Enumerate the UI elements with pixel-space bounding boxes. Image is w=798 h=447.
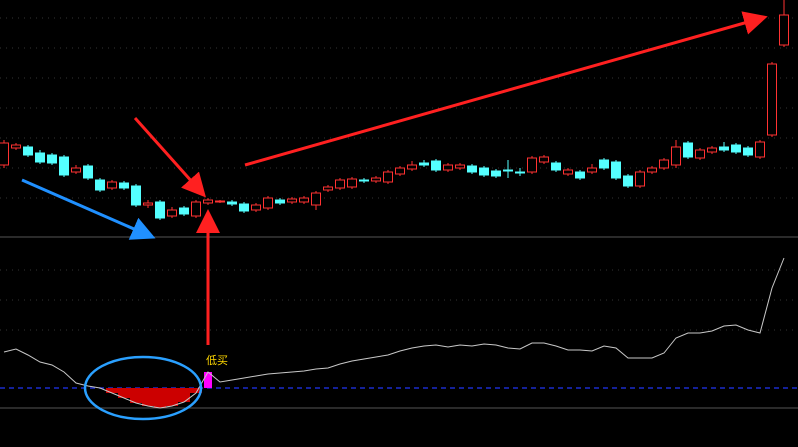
arrow bbox=[133, 117, 206, 198]
candle-body bbox=[743, 147, 753, 156]
candle-body bbox=[563, 169, 573, 175]
candle-body bbox=[0, 142, 9, 166]
candle-body bbox=[287, 198, 297, 203]
candle-body bbox=[491, 170, 501, 177]
candle-body bbox=[227, 201, 237, 205]
candle-body bbox=[635, 171, 645, 187]
negative-bar bbox=[142, 388, 154, 406]
candle-body bbox=[371, 177, 381, 182]
candle-body bbox=[71, 167, 81, 173]
candle-body bbox=[275, 199, 285, 204]
highlight-ellipse bbox=[83, 355, 203, 421]
candle-body bbox=[551, 162, 561, 171]
arrow bbox=[21, 178, 156, 240]
candle-body bbox=[263, 197, 273, 209]
candle-body bbox=[503, 169, 513, 172]
negative-bar bbox=[118, 388, 130, 398]
candle-body bbox=[455, 164, 465, 169]
negative-bar bbox=[190, 388, 202, 393]
candle-body bbox=[215, 200, 225, 203]
candle-body bbox=[659, 159, 669, 169]
candle-body bbox=[755, 141, 765, 158]
candle-body bbox=[707, 147, 717, 153]
candle-body bbox=[407, 164, 417, 170]
candle-body bbox=[131, 185, 141, 206]
candle-body bbox=[515, 171, 525, 174]
candle-body bbox=[671, 146, 681, 166]
candle-body bbox=[527, 157, 537, 173]
candle-body bbox=[767, 63, 777, 136]
candle-body bbox=[335, 179, 345, 189]
negative-bar bbox=[130, 388, 142, 403]
candle-body bbox=[443, 164, 453, 171]
candle-body bbox=[23, 146, 33, 156]
candle-body bbox=[143, 202, 153, 206]
candle-body bbox=[311, 192, 321, 206]
candle-body bbox=[167, 209, 177, 217]
candle-body bbox=[395, 167, 405, 175]
candle-body bbox=[35, 152, 45, 163]
candle-body bbox=[719, 146, 729, 151]
negative-bar bbox=[106, 388, 118, 393]
candle-body bbox=[611, 161, 621, 179]
candle-body bbox=[83, 165, 93, 179]
annotation: 低买 bbox=[206, 354, 228, 367]
candle-body bbox=[239, 203, 249, 212]
candle-body bbox=[695, 149, 705, 159]
candle-body bbox=[467, 165, 477, 173]
candle-body bbox=[299, 197, 309, 203]
negative-bar bbox=[154, 388, 166, 408]
indicator-line bbox=[3, 257, 785, 409]
candle-body bbox=[575, 171, 585, 179]
candle-body bbox=[539, 156, 549, 163]
candle-body bbox=[419, 162, 429, 166]
candle-body bbox=[155, 201, 165, 219]
candle-body bbox=[479, 167, 489, 176]
candle-body bbox=[347, 178, 357, 188]
candle-body bbox=[47, 154, 57, 164]
candle-body bbox=[431, 160, 441, 171]
candle-body bbox=[683, 142, 693, 158]
candle-body bbox=[191, 201, 201, 217]
candle-body bbox=[107, 181, 117, 189]
candle-body bbox=[731, 144, 741, 153]
negative-bar bbox=[178, 388, 190, 402]
candle-body bbox=[203, 199, 213, 204]
signal-bar bbox=[204, 372, 212, 388]
candle-body bbox=[359, 179, 369, 182]
candle-body bbox=[119, 182, 129, 189]
candle-body bbox=[11, 144, 21, 149]
candle-body bbox=[179, 207, 189, 215]
candle-body bbox=[647, 167, 657, 173]
arrow bbox=[244, 11, 768, 167]
candle-body bbox=[95, 179, 105, 191]
candle-body bbox=[383, 171, 393, 183]
negative-bar bbox=[166, 388, 178, 406]
candle-body bbox=[251, 204, 261, 211]
candle-body bbox=[599, 159, 609, 169]
candle-body bbox=[779, 14, 789, 46]
candle-body bbox=[323, 186, 333, 191]
candle-body bbox=[59, 156, 69, 176]
candle-body bbox=[623, 175, 633, 187]
candle-body bbox=[587, 167, 597, 173]
